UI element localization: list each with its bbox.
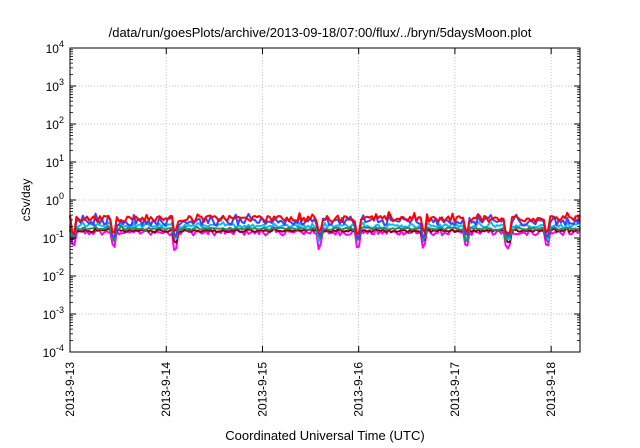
y-tick-label: 102 bbox=[46, 115, 64, 132]
x-tick-label: 2013-9-18 bbox=[544, 362, 558, 417]
y-tick-label: 104 bbox=[46, 39, 64, 56]
series-line bbox=[69, 211, 581, 236]
y-tick-label: 100 bbox=[46, 191, 64, 208]
y-tick-label: 10-4 bbox=[43, 343, 64, 360]
chart-title: /data/run/goesPlots/archive/2013-09-18/0… bbox=[109, 25, 532, 40]
y-tick-label: 10-2 bbox=[43, 267, 64, 284]
x-tick-label: 2013-9-15 bbox=[255, 362, 269, 417]
x-tick-label: 2013-9-16 bbox=[352, 362, 366, 417]
series-group bbox=[69, 211, 581, 252]
x-tick-label: 2013-9-13 bbox=[63, 362, 77, 417]
y-tick-label: 10-1 bbox=[43, 229, 64, 246]
y-axis: 10-4 10-3 10-2 10-1 100 101 102 103 104 bbox=[43, 39, 580, 360]
series-line bbox=[69, 224, 581, 243]
x-axis-label: Coordinated Universal Time (UTC) bbox=[225, 428, 424, 443]
series-line bbox=[69, 220, 581, 243]
y-tick-label: 101 bbox=[46, 153, 64, 170]
grid bbox=[70, 48, 580, 352]
x-tick-label: 2013-9-14 bbox=[159, 362, 173, 417]
x-tick-label: 2013-9-17 bbox=[448, 362, 462, 417]
y-tick-label: 103 bbox=[46, 77, 64, 94]
y-tick-label: 10-3 bbox=[43, 305, 64, 322]
x-axis: 2013-9-13 2013-9-14 2013-9-15 2013-9-16 2013… bbox=[63, 48, 558, 417]
y-axis-label: cSv/day bbox=[19, 179, 33, 222]
